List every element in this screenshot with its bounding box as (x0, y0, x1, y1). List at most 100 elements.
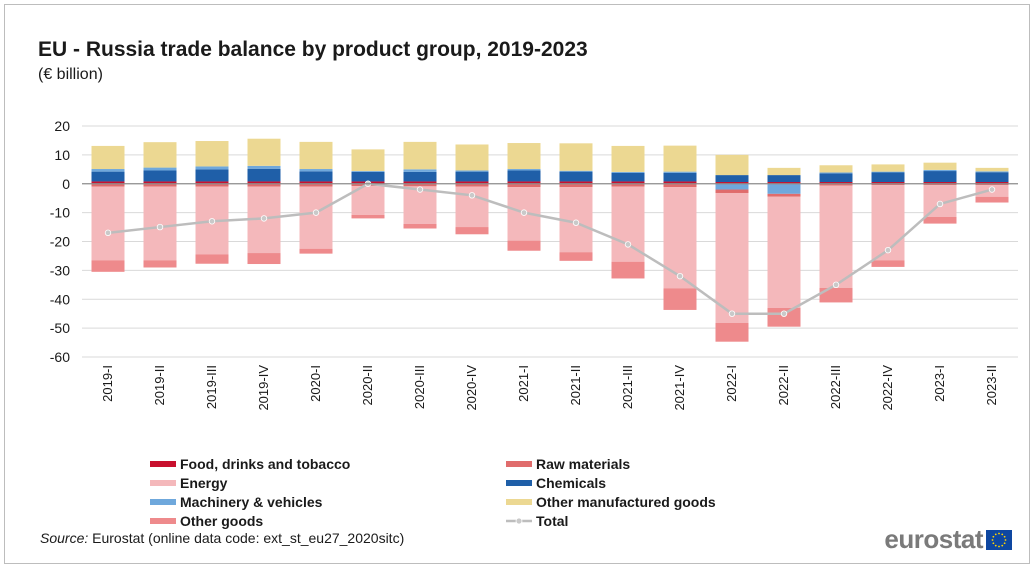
legend-item-total: Total (506, 512, 568, 530)
bar-chemicals-15 (871, 172, 905, 183)
bar-machinery-vehicles-10 (611, 171, 645, 173)
x-tick-label: 2022-IV (880, 365, 895, 411)
bar-food-drinks-and-tobacco-14 (819, 182, 853, 184)
x-tick-label: 2019-IV (256, 365, 271, 411)
bar-chemicals-16 (923, 171, 957, 183)
bar-machinery-vehicles-11 (663, 171, 697, 173)
total-point-8 (520, 209, 528, 216)
bar-other-goods-0 (91, 260, 125, 272)
bar-food-drinks-and-tobacco-11 (663, 181, 697, 184)
bar-chemicals-9 (559, 171, 593, 182)
total-point-6 (416, 186, 424, 193)
total-point-17 (988, 186, 996, 193)
bar-other-manufactured-goods-0 (91, 145, 125, 170)
bar-machinery-vehicles-4 (299, 169, 333, 172)
bar-machinery-vehicles-6 (403, 169, 437, 172)
bar-chemicals-12 (715, 175, 749, 183)
bar-energy-14 (819, 185, 853, 288)
bar-other-goods-16 (923, 216, 957, 224)
bar-chemicals-3 (247, 168, 281, 182)
bar-chemicals-17 (975, 172, 1009, 183)
bar-machinery-vehicles-13 (767, 183, 801, 194)
legend-label: Machinery & vehicles (180, 494, 323, 510)
total-point-0 (104, 229, 112, 237)
source-note: Source: Eurostat (online data code: ext_… (40, 530, 404, 546)
total-point-7 (468, 192, 476, 199)
chart-frame (4, 4, 1030, 564)
bar-raw-materials-16 (923, 183, 957, 186)
source-text: Eurostat (online data code: ext_st_eu27_… (88, 530, 405, 546)
bars (91, 138, 1009, 342)
bar-machinery-vehicles-1 (143, 167, 177, 171)
bar-other-goods-8 (507, 240, 541, 251)
bar-machinery-vehicles-5 (351, 171, 385, 172)
legend-swatch-icon (506, 461, 532, 468)
axes: 20 10 0 -10 -20 -30 -40 -50 -60 2019-I 2019-II 2019… (50, 118, 1018, 411)
legend-swatch-icon (150, 461, 176, 468)
bar-raw-materials-2 (195, 183, 229, 187)
x-tick-label: 2019-I (100, 365, 115, 402)
bar-other-manufactured-goods-1 (143, 142, 177, 168)
bar-energy-1 (143, 186, 177, 261)
total-line-path (107, 182, 993, 315)
y-tick-label: -30 (50, 262, 70, 278)
bar-chemicals-1 (143, 170, 177, 182)
bar-chemicals-0 (91, 171, 125, 182)
bar-food-drinks-and-tobacco-16 (923, 182, 957, 184)
bar-other-goods-2 (195, 254, 229, 264)
bar-machinery-vehicles-2 (195, 166, 229, 170)
bar-machinery-vehicles-8 (507, 169, 541, 171)
bar-food-drinks-and-tobacco-8 (507, 181, 541, 184)
bar-energy-12 (715, 192, 749, 323)
legend-item-other-goods: Other goods (150, 512, 263, 530)
x-tick-label: 2021-III (620, 365, 635, 409)
legend-item-energy: Energy (150, 474, 227, 492)
bar-other-manufactured-goods-16 (923, 162, 957, 170)
bar-machinery-vehicles-17 (975, 171, 1009, 173)
bar-machinery-vehicles-15 (871, 171, 905, 173)
x-tick-label: 2023-I (932, 365, 947, 402)
bar-other-manufactured-goods-11 (663, 145, 697, 172)
legend-item-food-drinks-and-tobacco: Food, drinks and tobacco (150, 455, 350, 473)
bar-raw-materials-10 (611, 183, 645, 187)
bar-food-drinks-and-tobacco-1 (143, 181, 177, 184)
y-tick-label: 20 (54, 118, 70, 134)
bar-machinery-vehicles-12 (715, 183, 749, 190)
bar-other-manufactured-goods-6 (403, 141, 437, 170)
bar-food-drinks-and-tobacco-0 (91, 181, 125, 184)
x-tick-label: 2022-II (776, 365, 791, 405)
x-tick-label: 2020-II (360, 365, 375, 405)
bar-raw-materials-6 (403, 183, 437, 187)
total-point-2 (208, 218, 216, 225)
legend-swatch-icon (150, 499, 176, 506)
bar-chemicals-7 (455, 171, 489, 182)
eurostat-logo: eurostat (884, 524, 1012, 555)
bar-other-goods-14 (819, 287, 853, 303)
bar-other-manufactured-goods-8 (507, 143, 541, 170)
bar-raw-materials-3 (247, 183, 281, 187)
y-tick-label: -10 (50, 205, 70, 221)
bar-raw-materials-4 (299, 183, 333, 187)
bar-other-goods-4 (299, 248, 333, 254)
bar-other-manufactured-goods-14 (819, 165, 853, 173)
bar-other-goods-17 (975, 196, 1009, 203)
bar-machinery-vehicles-3 (247, 165, 281, 169)
y-tick-label: 10 (54, 147, 70, 163)
bar-other-goods-12 (715, 322, 749, 342)
total-point-13 (780, 310, 788, 317)
x-tick-label: 2021-II (568, 365, 583, 405)
bar-other-goods-9 (559, 252, 593, 261)
bar-raw-materials-11 (663, 183, 697, 188)
x-tick-label: 2020-III (412, 365, 427, 409)
bar-other-goods-3 (247, 253, 281, 265)
bar-other-goods-10 (611, 261, 645, 279)
bar-other-manufactured-goods-10 (611, 145, 645, 172)
bar-chemicals-8 (507, 170, 541, 182)
y-tick-label: -40 (50, 291, 70, 307)
total-line (104, 180, 996, 317)
bar-raw-materials-15 (871, 183, 905, 186)
bar-other-goods-6 (403, 223, 437, 229)
bar-other-manufactured-goods-5 (351, 149, 385, 172)
bar-chemicals-6 (403, 171, 437, 182)
bar-chemicals-14 (819, 173, 853, 183)
